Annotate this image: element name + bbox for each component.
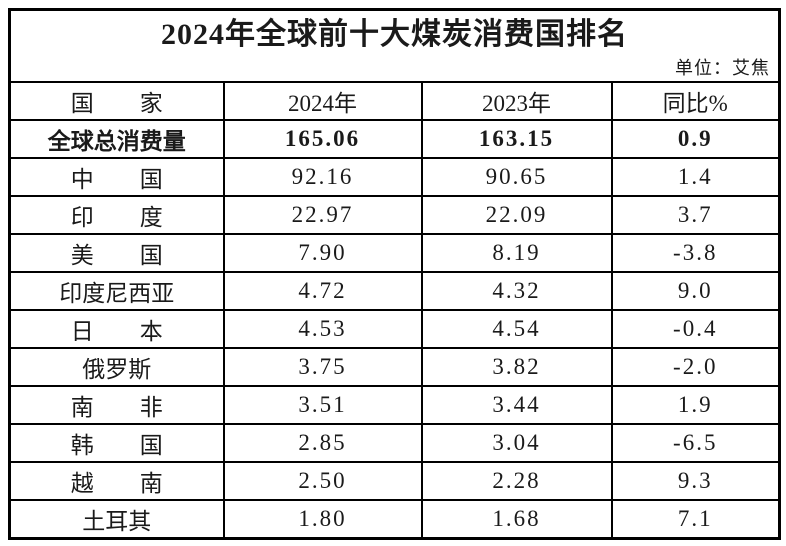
yoy-value-cell: 9.0 <box>610 271 781 311</box>
country-name-cell: 日 本 <box>8 309 225 349</box>
value-2024-cell: 92.16 <box>222 157 423 197</box>
yoy-value-cell: 9.3 <box>610 461 781 501</box>
value-2024-cell: 4.53 <box>222 309 423 349</box>
country-name-cell: 越 南 <box>8 461 225 501</box>
total-value-2024: 165.06 <box>222 119 423 159</box>
country-name-cell: 俄罗斯 <box>8 347 225 387</box>
total-yoy-value: 0.9 <box>610 119 781 159</box>
total-row-label: 全球总消费量 <box>8 119 225 159</box>
value-2023-cell: 22.09 <box>420 195 613 235</box>
value-2023-cell: 3.82 <box>420 347 613 387</box>
country-name-cell: 中 国 <box>8 157 225 197</box>
yoy-value-cell: -2.0 <box>610 347 781 387</box>
table-title: 2024年全球前十大煤炭消费国排名 <box>161 18 628 51</box>
country-name-cell: 南 非 <box>8 385 225 425</box>
table-row: 中 国 92.16 90.65 1.4 <box>8 157 781 197</box>
value-2024-cell: 7.90 <box>222 233 423 273</box>
value-2023-cell: 90.65 <box>420 157 613 197</box>
yoy-value-cell: -3.8 <box>610 233 781 273</box>
title-cell: 2024年全球前十大煤炭消费国排名 单位：艾焦 <box>8 8 781 83</box>
value-2023-cell: 4.54 <box>420 309 613 349</box>
yoy-value-cell: 1.4 <box>610 157 781 197</box>
unit-note: 单位：艾焦 <box>675 58 770 78</box>
country-name-cell: 土耳其 <box>8 499 225 540</box>
table-row: 土耳其 1.80 1.68 7.1 <box>8 499 781 540</box>
yoy-value-cell: -0.4 <box>610 309 781 349</box>
country-name-cell: 韩 国 <box>8 423 225 463</box>
column-header-country: 国 家 <box>8 81 225 121</box>
value-2023-cell: 2.28 <box>420 461 613 501</box>
country-name-cell: 印度尼西亚 <box>8 271 225 311</box>
table-row: 美 国 7.90 8.19 -3.8 <box>8 233 781 273</box>
title-row: 2024年全球前十大煤炭消费国排名 单位：艾焦 <box>8 8 781 83</box>
table-row: 印 度 22.97 22.09 3.7 <box>8 195 781 235</box>
total-row: 全球总消费量 165.06 163.15 0.9 <box>8 119 781 159</box>
country-name-cell: 印 度 <box>8 195 225 235</box>
value-2024-cell: 2.50 <box>222 461 423 501</box>
value-2024-cell: 1.80 <box>222 499 423 540</box>
table-row: 印度尼西亚 4.72 4.32 9.0 <box>8 271 781 311</box>
yoy-value-cell: 1.9 <box>610 385 781 425</box>
value-2023-cell: 3.44 <box>420 385 613 425</box>
value-2024-cell: 4.72 <box>222 271 423 311</box>
column-header-row: 国 家 2024年 2023年 同比% <box>8 81 781 121</box>
value-2024-cell: 3.75 <box>222 347 423 387</box>
value-2023-cell: 3.04 <box>420 423 613 463</box>
value-2024-cell: 2.85 <box>222 423 423 463</box>
country-name-cell: 美 国 <box>8 233 225 273</box>
yoy-value-cell: 7.1 <box>610 499 781 540</box>
table-row: 俄罗斯 3.75 3.82 -2.0 <box>8 347 781 387</box>
value-2023-cell: 4.32 <box>420 271 613 311</box>
table-row: 南 非 3.51 3.44 1.9 <box>8 385 781 425</box>
yoy-value-cell: 3.7 <box>610 195 781 235</box>
total-value-2023: 163.15 <box>420 119 613 159</box>
country-rows-body: 中 国 92.16 90.65 1.4 印 度 22.97 22.09 3.7 … <box>8 157 781 540</box>
column-header-yoy: 同比% <box>610 81 781 121</box>
value-2024-cell: 22.97 <box>222 195 423 235</box>
column-header-2023: 2023年 <box>420 81 613 121</box>
table-row: 越 南 2.50 2.28 9.3 <box>8 461 781 501</box>
coal-consumption-table: 2024年全球前十大煤炭消费国排名 单位：艾焦 国 家 2024年 2023年 … <box>8 8 781 540</box>
yoy-value-cell: -6.5 <box>610 423 781 463</box>
value-2024-cell: 3.51 <box>222 385 423 425</box>
table-row: 日 本 4.53 4.54 -0.4 <box>8 309 781 349</box>
value-2023-cell: 1.68 <box>420 499 613 540</box>
value-2023-cell: 8.19 <box>420 233 613 273</box>
table-row: 韩 国 2.85 3.04 -6.5 <box>8 423 781 463</box>
column-header-2024: 2024年 <box>222 81 423 121</box>
